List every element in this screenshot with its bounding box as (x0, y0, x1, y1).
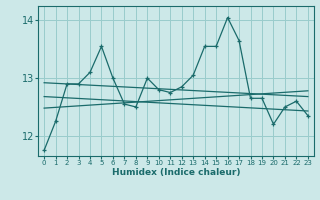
X-axis label: Humidex (Indice chaleur): Humidex (Indice chaleur) (112, 168, 240, 177)
